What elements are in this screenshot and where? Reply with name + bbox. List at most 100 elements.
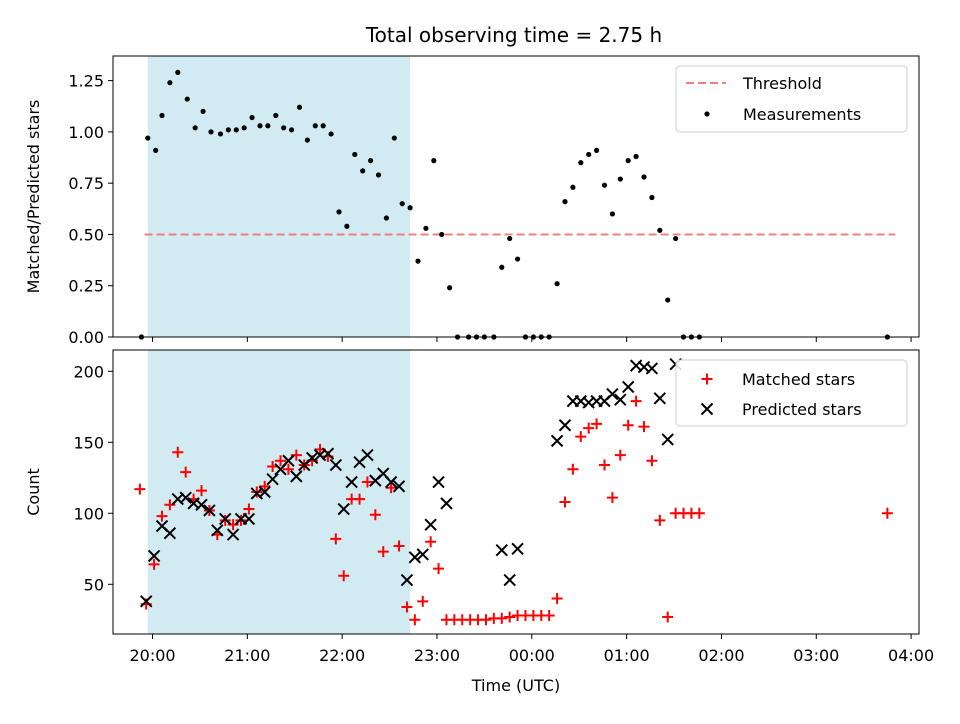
measurement-point — [153, 147, 159, 153]
predicted-star-point — [440, 497, 453, 510]
matched-star-point — [172, 446, 184, 458]
matched-star-point — [330, 533, 342, 545]
matched-star-point — [369, 509, 381, 521]
predicted-star-point — [329, 458, 343, 472]
predicted-star-point — [550, 434, 564, 448]
measurement-point — [665, 297, 671, 303]
matched-star-point — [638, 421, 650, 433]
measurement-point — [562, 199, 568, 205]
predicted-star-point — [219, 512, 232, 526]
predicted-star-point — [195, 498, 208, 511]
matched-star-point — [227, 519, 239, 531]
measurement-point — [159, 112, 165, 119]
measurement-point — [184, 96, 190, 102]
predicted-star-point — [558, 419, 572, 432]
matched-star-point — [156, 510, 168, 522]
measurement-point — [217, 131, 224, 137]
predicted-star-point — [282, 454, 295, 467]
matched-star-point — [591, 418, 603, 430]
measurement-point — [415, 258, 421, 264]
bottom-x-tick-label: 04:00 — [888, 646, 934, 665]
matched-star-point — [164, 499, 176, 511]
bottom-x-axis-label: Time (UTC) — [471, 676, 560, 695]
measurement-point — [241, 125, 247, 131]
bottom-panel: 50 100 150 200 20:00 21:00 22:00 23:00 00:00 01:0… — [24, 349, 934, 695]
matched-star-point — [401, 601, 413, 613]
predicted-star-point — [384, 475, 398, 489]
matched-star-point — [393, 540, 405, 552]
measurement-point — [375, 172, 382, 178]
measurement-point — [320, 123, 326, 129]
measurement-point — [249, 114, 255, 121]
matched-star-point — [599, 459, 611, 471]
measurement-point — [625, 158, 631, 164]
measurement-point — [391, 135, 397, 141]
predicted-star-point — [511, 542, 524, 556]
measurement-point — [617, 176, 623, 182]
matched-star-point — [551, 593, 563, 604]
bottom-plot-frame — [112, 349, 920, 635]
predicted-star-point — [290, 470, 303, 483]
measurement-point — [383, 215, 390, 221]
matched-star-point — [575, 431, 587, 443]
measurement-point — [225, 127, 231, 133]
matched-star-point — [630, 395, 642, 407]
predicted-star-point — [361, 448, 374, 462]
measurement-point — [507, 235, 513, 242]
matched-star-point — [622, 419, 634, 431]
measurement-point — [423, 225, 429, 231]
measurement-point — [192, 125, 198, 131]
measurement-point — [281, 125, 287, 131]
measurement-point — [447, 285, 453, 291]
matched-star-point — [385, 482, 397, 494]
predicted-star-point — [337, 502, 350, 516]
matched-star-point — [290, 449, 302, 461]
matched-star-point — [693, 507, 705, 519]
measurement-point — [208, 129, 214, 135]
predicted-star-point — [606, 387, 619, 401]
bottom-x-tick-label: 20:00 — [129, 646, 175, 665]
measurement-point — [265, 123, 271, 129]
matched-star-point — [417, 595, 429, 607]
predicted-star-point — [400, 573, 414, 587]
bottom-x-tick-label: 02:00 — [698, 646, 744, 665]
predicted-star-point — [416, 548, 429, 561]
legend-predicted-swatch — [700, 402, 714, 416]
measurement-point — [312, 123, 318, 129]
top-plot-frame — [112, 55, 920, 338]
bottom-legend: Matched stars Predicted stars — [675, 359, 908, 427]
measurement-point — [407, 205, 413, 211]
matched-star-point — [496, 612, 508, 624]
predicted-star-point — [432, 475, 445, 489]
matched-star-point — [354, 493, 366, 505]
top-y-axis-label: Matched/Predicted stars — [24, 100, 43, 294]
measurement-point — [273, 112, 279, 119]
predicted-star-point — [345, 475, 358, 489]
measurement-point — [570, 184, 576, 190]
matched-star-point — [134, 483, 146, 495]
predicted-star-point — [653, 392, 667, 405]
matched-star-point — [219, 514, 231, 526]
predicted-star-point — [179, 491, 192, 504]
bottom-y-tick-label: 50 — [84, 575, 104, 594]
measurement-point — [633, 153, 639, 160]
matched-star-point — [646, 455, 658, 467]
measurement-point — [175, 69, 181, 76]
measurement-point — [578, 160, 584, 166]
top-panel: 0.00 0.25 0.50 0.75 1.00 1.25 Matched/Predict… — [24, 55, 920, 347]
matched-star-point — [180, 466, 192, 478]
matched-star-point — [543, 610, 555, 622]
predicted-star-point — [392, 480, 406, 493]
legend-measurements-label: Measurements — [743, 105, 861, 124]
predicted-star-point — [211, 524, 224, 537]
measurement-point — [304, 137, 310, 143]
measurement-point — [296, 104, 303, 110]
measurement-point — [257, 123, 263, 129]
predicted-star-point — [163, 526, 177, 540]
matched-star-point — [614, 449, 626, 461]
bottom-x-tick-label: 03:00 — [793, 646, 839, 665]
legend-predicted-label: Predicted stars — [742, 400, 862, 419]
matched-star-point — [662, 611, 674, 623]
matched-star-point — [409, 614, 421, 626]
